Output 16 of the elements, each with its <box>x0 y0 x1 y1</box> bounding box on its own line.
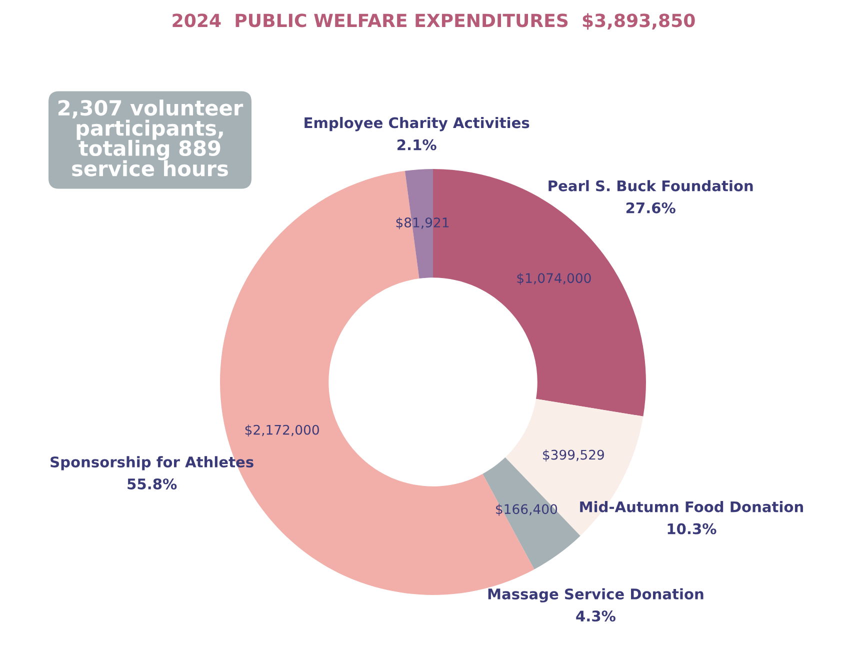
slice-label: Sponsorship for Athletes <box>50 456 254 470</box>
text: 2,307 volunteer participants, totaling 889 service hours <box>58 100 244 176</box>
text: 10.3% <box>668 523 716 534</box>
text: 2.1% <box>398 139 436 150</box>
data-label: $1,074,000 <box>517 272 591 285</box>
slice-label: Employee Charity Activities <box>304 116 530 132</box>
slice-label: Pearl S. Buck Foundation <box>548 180 753 192</box>
data-label: $81,921 <box>396 217 449 230</box>
text: 4.3% <box>576 610 616 622</box>
slice-label: Massage Service Donation <box>488 588 704 602</box>
data-label: $2,172,000 <box>245 424 319 437</box>
text: 27.6% <box>626 202 676 214</box>
text: 55.8% <box>128 478 177 490</box>
chart-title: 2024 PUBLIC WELFARE EXPENDITURES $3,893,850 <box>172 13 695 30</box>
data-label: $399,529 <box>543 450 604 462</box>
slice-label: Mid-Autumn Food Donation <box>580 501 803 512</box>
